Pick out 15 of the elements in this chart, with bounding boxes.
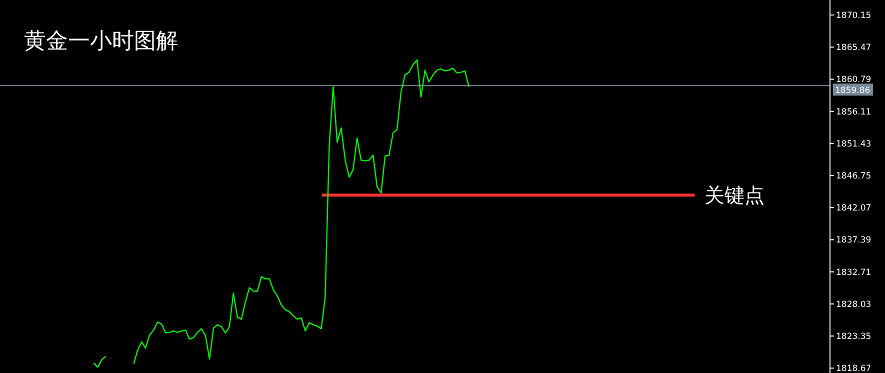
ref-line-label: 1859.86	[835, 86, 870, 96]
y-tick-label: 1832.71	[836, 268, 872, 278]
y-tick-label: 1860.79	[836, 75, 872, 86]
y-tick-label: 1828.03	[836, 300, 872, 310]
y-tick-label: 1870.15	[836, 11, 872, 22]
text: 黄金一小时图解	[24, 29, 178, 54]
y-tick-label: 1865.47	[836, 43, 872, 54]
y-tick-label: 1823.35	[836, 332, 872, 342]
y-tick-label: 1818.67	[836, 364, 872, 373]
ref-line-label: 关键点	[704, 183, 765, 208]
y-tick-label: 1851.43	[836, 139, 872, 150]
y-tick-label: 1837.39	[836, 236, 872, 246]
y-tick-label: 1856.11	[836, 107, 872, 118]
y-tick-label: 1842.07	[836, 204, 872, 214]
y-tick-label: 1846.75	[836, 172, 872, 182]
